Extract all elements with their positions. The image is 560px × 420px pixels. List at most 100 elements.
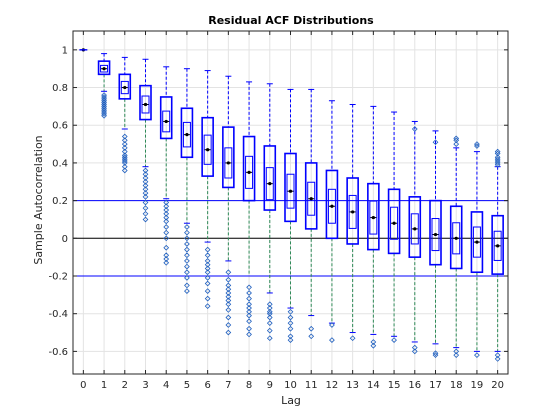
outlier-marker xyxy=(246,318,252,325)
outlier-marker xyxy=(329,322,335,328)
outlier-marker xyxy=(266,320,273,326)
outlier-marker xyxy=(142,210,149,217)
outlier-marker xyxy=(287,337,294,343)
outlier-marker xyxy=(142,175,149,181)
outlier-marker xyxy=(246,305,252,311)
outlier-marker xyxy=(432,350,439,357)
outlier-marker xyxy=(184,282,190,289)
outlier-marker xyxy=(121,152,128,159)
outlier-marker xyxy=(163,203,170,210)
y-tick-label: -0.2 xyxy=(48,272,68,283)
outlier-marker xyxy=(370,342,377,349)
x-tick-label: 10 xyxy=(284,380,297,391)
outlier-marker xyxy=(204,303,211,310)
outlier-marker xyxy=(163,207,170,213)
outlier-marker xyxy=(121,144,128,151)
outlier-marker xyxy=(494,356,501,362)
outlier-marker xyxy=(225,276,232,283)
outlier-marker xyxy=(163,224,170,230)
box-iqr xyxy=(387,188,401,255)
outlier-marker xyxy=(225,282,232,289)
outlier-marker xyxy=(266,335,273,342)
outlier-marker xyxy=(225,290,232,296)
box-iqr xyxy=(201,116,214,177)
outlier-marker xyxy=(184,224,190,230)
outlier-marker xyxy=(121,154,128,161)
box-inner xyxy=(120,80,129,95)
outlier-marker xyxy=(225,297,232,304)
outlier-marker xyxy=(370,339,377,345)
box-inner xyxy=(203,134,212,165)
box-iqr xyxy=(139,84,152,121)
outlier-marker xyxy=(184,269,190,276)
outlier-marker xyxy=(163,252,170,259)
y-tick-label: -0.4 xyxy=(48,309,68,320)
outlier-marker xyxy=(204,288,211,294)
box-inner xyxy=(224,147,233,179)
box-iqr xyxy=(346,177,359,245)
outlier-marker xyxy=(266,327,273,334)
box-iqr xyxy=(97,60,111,76)
outlier-marker xyxy=(101,94,107,100)
outlier-marker xyxy=(101,95,107,102)
outlier-marker xyxy=(266,310,273,317)
y-tick-label: 0 xyxy=(62,234,68,245)
outlier-marker xyxy=(184,235,190,242)
x-tick-label: 4 xyxy=(163,380,169,391)
outlier-marker xyxy=(101,92,107,98)
outlier-marker xyxy=(101,107,107,114)
outlier-marker xyxy=(101,103,107,110)
x-tick-label: 3 xyxy=(142,380,148,391)
box-inner xyxy=(162,110,171,133)
outlier-marker xyxy=(142,190,149,196)
outlier-marker xyxy=(225,322,232,328)
box-inner xyxy=(141,95,150,114)
outlier-marker xyxy=(163,256,170,262)
x-axis-label: Lag xyxy=(281,394,301,407)
y-tick-label: 0.6 xyxy=(52,121,68,132)
outlier-marker xyxy=(184,252,190,259)
outlier-marker xyxy=(101,109,107,115)
x-tick-label: 11 xyxy=(305,380,318,391)
outlier-marker xyxy=(453,348,460,355)
outlier-marker xyxy=(225,269,232,276)
y-tick-label: 0.2 xyxy=(52,196,68,207)
y-axis-label: Sample Autocorrelation xyxy=(32,135,45,264)
outlier-marker xyxy=(391,337,397,343)
box-inner xyxy=(286,173,295,209)
outlier-marker xyxy=(101,97,107,104)
outlier-marker xyxy=(101,111,107,117)
outlier-marker xyxy=(246,325,252,332)
outlier-marker xyxy=(184,246,190,253)
x-tick-label: 0 xyxy=(80,380,86,391)
outlier-marker xyxy=(121,141,128,147)
outlier-marker xyxy=(121,163,128,170)
box-iqr xyxy=(284,152,297,223)
outlier-marker xyxy=(204,246,211,253)
outlier-marker xyxy=(163,259,170,266)
box-inner xyxy=(182,121,191,148)
box-iqr xyxy=(304,162,318,230)
box-inner xyxy=(265,167,274,201)
outlier-marker xyxy=(142,186,149,193)
outlier-marker xyxy=(453,135,460,142)
outlier-marker xyxy=(287,308,294,315)
outlier-marker xyxy=(184,275,190,281)
y-tick-label: 1 xyxy=(62,45,68,56)
outlier-marker xyxy=(494,352,501,359)
x-tick-label: 16 xyxy=(408,380,421,391)
outlier-marker xyxy=(246,312,252,319)
outlier-marker xyxy=(287,333,294,340)
outlier-marker xyxy=(121,137,128,144)
outlier-marker xyxy=(142,182,149,189)
outlier-marker xyxy=(163,199,170,206)
outlier-marker xyxy=(453,141,460,147)
outlier-marker xyxy=(142,216,149,223)
outlier-marker xyxy=(411,344,418,351)
x-tick-label: 9 xyxy=(267,380,273,391)
outlier-marker xyxy=(225,329,232,336)
x-tick-label: 6 xyxy=(204,380,210,391)
box-inner xyxy=(472,226,481,258)
box-iqr xyxy=(242,135,256,202)
outlier-marker xyxy=(101,101,107,108)
